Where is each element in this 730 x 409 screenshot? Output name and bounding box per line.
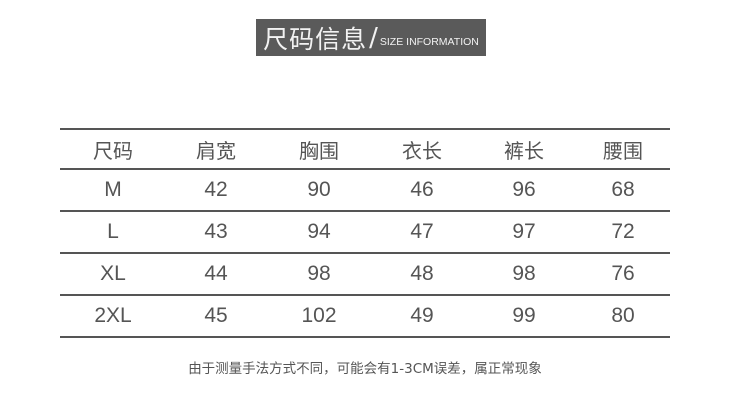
- table-row: M 42 90 46 96 68: [60, 168, 670, 210]
- table-cell: 46: [410, 178, 434, 201]
- banner-title-cn: 尺码信息: [263, 24, 368, 54]
- table-cell: 98: [512, 262, 536, 285]
- table-cell: L: [107, 220, 119, 243]
- table-cell: 44: [204, 262, 228, 285]
- table-row: XL 44 98 48 98 76: [60, 252, 670, 294]
- table-cell: 94: [307, 220, 331, 243]
- table-cell: 42: [204, 178, 228, 201]
- measurement-note: 由于测量手法方式不同，可能会有1-3CM误差，属正常现象: [188, 361, 542, 377]
- table-cell: 76: [611, 262, 635, 285]
- table-cell: 102: [301, 304, 337, 327]
- size-info-banner: 尺码信息 / SIZE INFORMATION: [256, 19, 486, 56]
- column-header: 肩宽: [196, 138, 236, 163]
- column-header: 裤长: [504, 138, 544, 163]
- banner-title-en: SIZE INFORMATION: [379, 35, 479, 48]
- column-header: 胸围: [299, 138, 339, 163]
- table-cell: 43: [204, 220, 228, 243]
- banner-separator: /: [369, 22, 378, 53]
- table-cell: 90: [307, 178, 331, 201]
- table-cell: 97: [512, 220, 536, 243]
- table-row: 2XL 45 102 49 99 80: [60, 294, 670, 338]
- table-cell: 72: [611, 220, 635, 243]
- table-cell: M: [104, 178, 122, 201]
- table-cell: 45: [204, 304, 228, 327]
- table-cell: XL: [100, 262, 126, 285]
- table-cell: 98: [307, 262, 331, 285]
- table-row: L 43 94 47 97 72: [60, 210, 670, 252]
- table-cell: 68: [611, 178, 635, 201]
- table-cell: 2XL: [94, 304, 132, 327]
- column-header: 腰围: [603, 138, 643, 163]
- column-header: 衣长: [402, 138, 442, 163]
- table-cell: 49: [410, 304, 434, 327]
- column-header: 尺码: [93, 138, 133, 163]
- table-cell: 80: [611, 304, 635, 327]
- table-cell: 96: [512, 178, 536, 201]
- table-header-row: 尺码 肩宽 胸围 衣长 裤长 腰围: [60, 128, 670, 168]
- table-cell: 47: [410, 220, 434, 243]
- table-cell: 48: [410, 262, 434, 285]
- table-cell: 99: [512, 304, 536, 327]
- size-table: 尺码 肩宽 胸围 衣长 裤长 腰围 M 42 90 46 96 68 L 43 94 47 97 72 XL 44 98…: [60, 128, 670, 338]
